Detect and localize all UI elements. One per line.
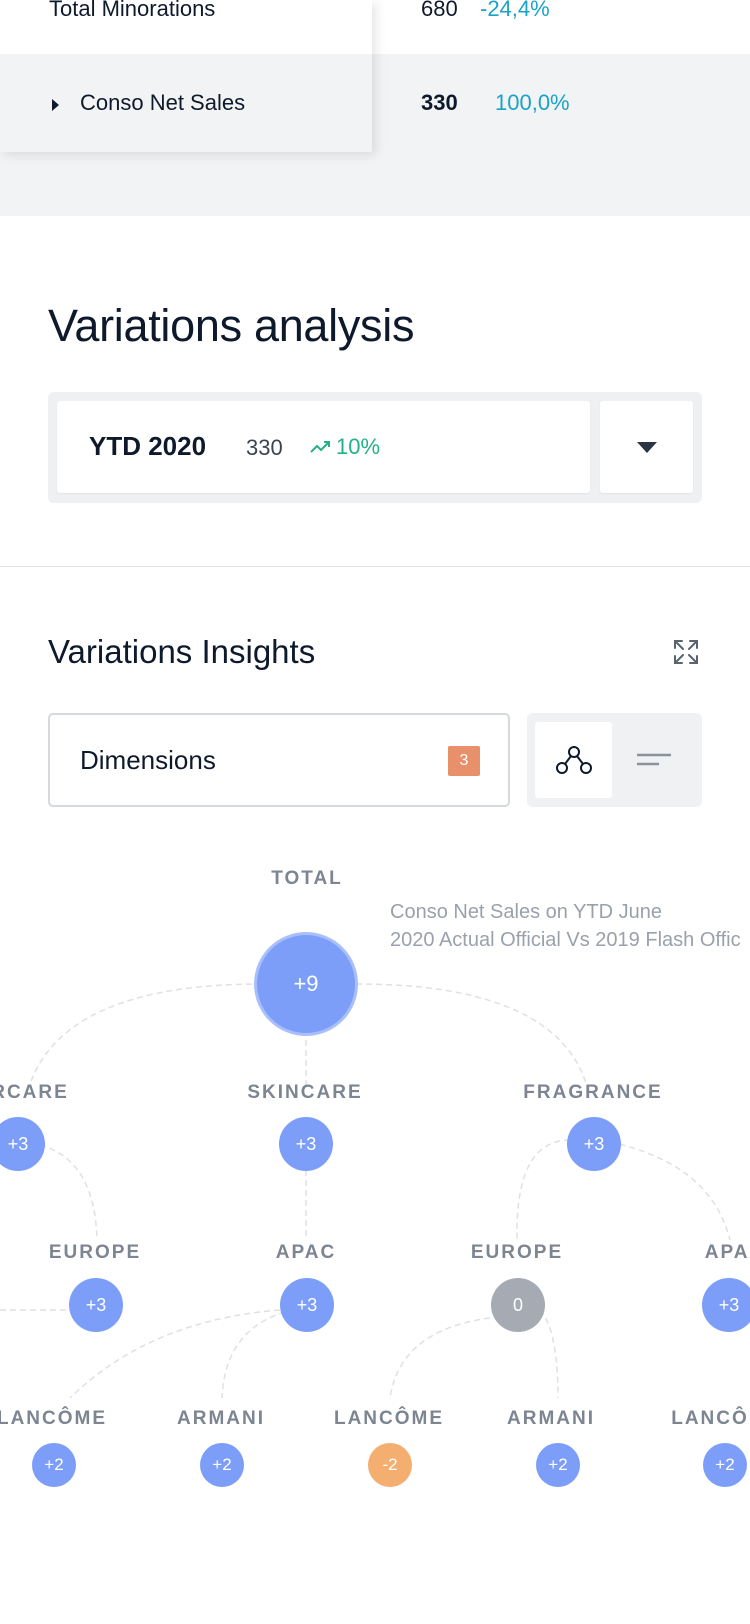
tree-node[interactable]: +2 (536, 1443, 580, 1487)
section-title: Variations analysis (48, 300, 415, 351)
node-label: LANCÔME (333, 1408, 445, 1429)
node-label: APAC (275, 1242, 337, 1263)
tree-node[interactable]: +2 (703, 1443, 747, 1487)
period-value: 330 (246, 435, 283, 460)
trend-up-icon (310, 441, 330, 453)
expand-icon[interactable] (672, 638, 700, 666)
node-label: ARMANI (177, 1408, 265, 1429)
node-label: SKINCARE (247, 1082, 363, 1103)
period-trend: 10% (336, 434, 381, 459)
caret-right-icon[interactable] (52, 99, 59, 111)
node-label: LANCÔ (671, 1408, 749, 1429)
period-selector-main[interactable]: YTD 2020 330 10% (57, 401, 590, 493)
tree-node[interactable]: +3 (702, 1278, 750, 1332)
node-label: EUROPE (48, 1242, 142, 1263)
tree-node[interactable]: +3 (0, 1117, 45, 1171)
row-label: Conso Net Sales (80, 90, 246, 115)
row-percent: 100,0% (495, 90, 570, 115)
node-label: LANCÔME (0, 1408, 108, 1429)
row-value: 330 (421, 90, 458, 115)
row-label-cell: Total Minorations (0, 0, 372, 54)
variations-tree: Conso Net Sales on YTD June 2020 Actual … (0, 860, 750, 1624)
tree-node[interactable]: +2 (200, 1443, 244, 1487)
row-label-cell[interactable]: Conso Net Sales (0, 54, 372, 152)
insights-title: Variations Insights (48, 633, 316, 670)
node-label: FRAGRANCE (523, 1082, 663, 1103)
divider (0, 566, 750, 567)
tree-view-button[interactable] (535, 722, 612, 798)
tree-node[interactable]: +2 (32, 1443, 76, 1487)
tree-node[interactable]: +3 (280, 1278, 334, 1332)
tree-node[interactable]: 0 (491, 1278, 545, 1332)
dimensions-selector[interactable]: Dimensions 3 (48, 713, 510, 807)
node-label: APAC (704, 1242, 750, 1263)
tree-view-icon (556, 746, 592, 774)
sticky-label-column: Total Minorations Conso Net Sales (0, 0, 372, 152)
table-area: 680 -24,4% 330 100,0% Total Minorations … (0, 0, 750, 216)
tree-node[interactable]: +3 (69, 1278, 123, 1332)
row-value: 680 (421, 0, 458, 21)
node-label: EUROPE (470, 1242, 564, 1263)
tree-node[interactable]: -2 (368, 1443, 412, 1487)
tree-node[interactable]: +3 (567, 1117, 621, 1171)
node-label: ARMANI (507, 1408, 595, 1429)
tree-description-line: 2020 Actual Official Vs 2019 Flash Offic (390, 929, 741, 951)
row-percent: -24,4% (480, 0, 550, 21)
tree-description-line: Conso Net Sales on YTD June (390, 901, 663, 923)
caret-down-icon (637, 442, 657, 453)
tree-description: Conso Net Sales on YTD June 2020 Actual … (390, 898, 750, 954)
node-label: RCARE (0, 1082, 69, 1103)
node-label-total: TOTAL (271, 868, 343, 889)
tree-links (0, 983, 731, 1399)
period-selector: YTD 2020 330 10% (48, 392, 702, 503)
tree-node-total[interactable]: +9 (257, 935, 355, 1033)
row-label: Total Minorations (49, 0, 216, 21)
tree-node[interactable]: +3 (279, 1117, 333, 1171)
dimensions-label: Dimensions (80, 745, 216, 775)
period-label: YTD 2020 (89, 431, 207, 461)
dimensions-count-badge: 3 (448, 746, 480, 776)
view-toggle (527, 713, 702, 807)
list-view-icon[interactable] (637, 751, 671, 769)
period-dropdown-button[interactable] (600, 401, 693, 493)
